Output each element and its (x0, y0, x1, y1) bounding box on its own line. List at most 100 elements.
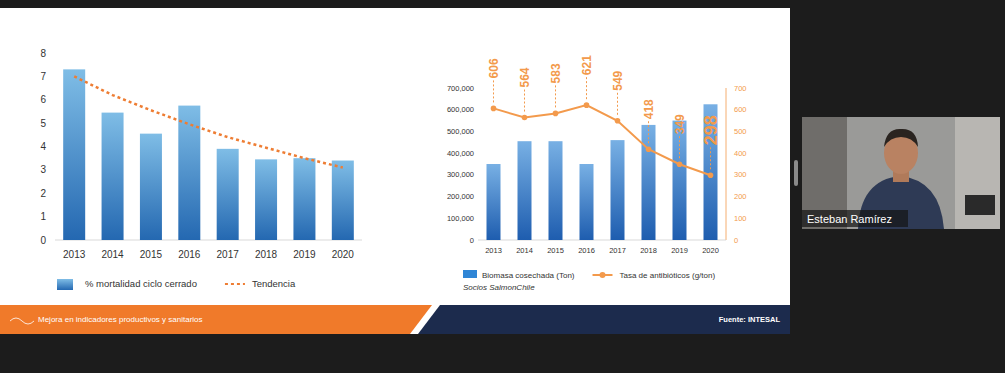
data-label: 549 (611, 70, 625, 90)
y-tick-label: 1 (40, 211, 46, 222)
x-tick-label: 2019 (293, 249, 316, 260)
y-tick-label: 0 (470, 236, 474, 245)
legend-label: % mortalidad ciclo cerrado (85, 278, 197, 289)
x-tick-label: 2017 (609, 246, 626, 255)
data-label: 606 (487, 58, 501, 78)
call-background (0, 0, 1005, 373)
point (491, 106, 497, 112)
bar (140, 134, 162, 240)
bar (673, 121, 687, 240)
webcam-window (955, 117, 1000, 229)
x-tick-label: 2015 (547, 246, 564, 255)
data-label: 583 (549, 63, 563, 83)
x-tick-label: 2013 (63, 249, 86, 260)
screen: Mejora en indicadores productivos y sani… (0, 0, 1005, 373)
legend-swatch (463, 270, 477, 278)
point (708, 172, 714, 178)
chart: 0100,000200,000300,000400,000500,000600,… (447, 55, 747, 292)
legend-swatch (57, 279, 73, 290)
y-tick-label: 4 (40, 141, 46, 152)
legend-label: Biomasa cosechada (Ton) (482, 271, 575, 280)
bar (63, 69, 85, 240)
y2-tick-label: 0 (734, 236, 738, 245)
y2-axis-line (726, 88, 727, 240)
data-label: 418 (642, 99, 656, 119)
subtitle: Socios SalmonChile (463, 283, 535, 292)
leader-line (679, 136, 680, 160)
data-label: 621 (580, 55, 594, 75)
footer-band-orange (0, 305, 432, 334)
x-tick-label: 2016 (578, 246, 595, 255)
leader-line (710, 147, 711, 171)
bar (487, 164, 501, 240)
source-text: Fuente: INTESAL (719, 315, 781, 324)
footer-text: Mejora en indicadores productivos y sani… (38, 315, 203, 324)
slide (0, 8, 790, 334)
data-label: 564 (518, 67, 532, 87)
webcam-name-bg (802, 210, 908, 227)
participant-name: Esteban Ramírez (807, 213, 892, 225)
y-tick-label: 400,000 (447, 149, 474, 158)
y-tick-label: 6 (40, 94, 46, 105)
footer-logo (10, 318, 34, 324)
y2-tick-label: 600 (734, 105, 747, 114)
x-tick-label: 2015 (140, 249, 163, 260)
y2-tick-label: 700 (734, 84, 747, 93)
data-label: 298 (701, 115, 721, 145)
y-tick-label: 0 (40, 235, 46, 246)
y-tick-label: 700,000 (447, 84, 474, 93)
y2-tick-label: 500 (734, 127, 747, 136)
point (615, 118, 621, 124)
x-tick-label: 2019 (671, 246, 688, 255)
chart: 0123456782013201420152016201720182019202… (40, 48, 362, 291)
leader-line (555, 85, 556, 109)
plot-area (487, 102, 718, 240)
webcam-tile: Esteban Ramírez (802, 117, 1000, 229)
leader-line (586, 77, 587, 101)
leader-line (493, 80, 494, 104)
legend: Biomasa cosechada (Ton) Tasa de antibióti… (463, 270, 715, 280)
point (646, 146, 652, 152)
webcam-wall (802, 117, 1000, 229)
y-tick-label: 7 (40, 71, 46, 82)
y-tick-label: 5 (40, 118, 46, 129)
legend-label: Tasa de antibióticos (g/ton) (620, 271, 716, 280)
line (74, 76, 343, 167)
x-axis-line (478, 240, 726, 241)
x-tick-label: 2018 (255, 249, 278, 260)
bar (102, 113, 124, 240)
bar (293, 158, 315, 240)
x-tick-label: 2020 (332, 249, 355, 260)
leader-line (617, 93, 618, 117)
x-tick-label: 2017 (217, 249, 240, 260)
x-tick-label: 2018 (640, 246, 657, 255)
point (522, 115, 528, 121)
bar (549, 141, 563, 240)
y2-tick-label: 300 (734, 170, 747, 179)
x-tick-label: 2014 (101, 249, 124, 260)
webcam-furniture (965, 195, 995, 215)
y-tick-label: 2 (40, 188, 46, 199)
bar (518, 141, 532, 240)
x-axis-line (55, 240, 362, 241)
y-tick-label: 3 (40, 164, 46, 175)
point (677, 161, 683, 167)
legend: % mortalidad ciclo cerrado Tendencia (57, 278, 296, 290)
y-tick-label: 200,000 (447, 192, 474, 201)
plot-area (63, 69, 354, 240)
legend-label: Tendencia (252, 278, 296, 289)
y-tick-label: 100,000 (447, 214, 474, 223)
bar (580, 164, 594, 240)
point (584, 102, 590, 108)
y-tick-label: 600,000 (447, 105, 474, 114)
x-tick-label: 2016 (178, 249, 201, 260)
x-tick-label: 2013 (485, 246, 502, 255)
line (494, 105, 711, 175)
footer-band-navy (418, 305, 790, 334)
x-tick-label: 2014 (516, 246, 533, 255)
bar (255, 159, 277, 240)
legend-line (225, 283, 245, 285)
y-tick-label: 300,000 (447, 170, 474, 179)
bar (217, 149, 239, 240)
y2-tick-label: 400 (734, 149, 747, 158)
